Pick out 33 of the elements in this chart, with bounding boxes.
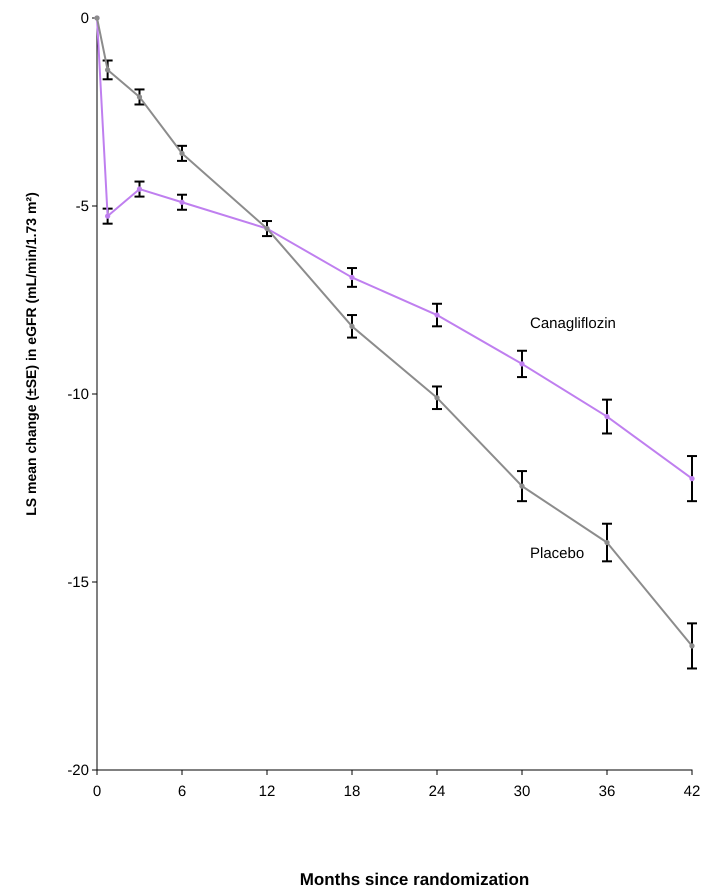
point	[349, 274, 355, 280]
y-axis-title: LS mean change (±SE) in eGFR (mL/min/1.73 m²)	[23, 192, 39, 516]
point	[136, 186, 142, 192]
point	[519, 483, 525, 489]
point	[434, 395, 440, 400]
point	[179, 200, 185, 205]
x-tick-label: 0	[92, 783, 102, 800]
y-tick-label: -10	[67, 386, 89, 403]
series-label: Placebo	[530, 545, 584, 562]
x-tick-label: 18	[344, 783, 360, 800]
point	[519, 361, 525, 367]
text: Canagliflozin	[530, 314, 616, 332]
point	[689, 476, 695, 482]
x-tick-label: 42	[684, 783, 700, 800]
point	[136, 94, 142, 100]
x-tick-label: 36	[598, 783, 616, 800]
x-tick-label: 6	[178, 783, 186, 800]
y-tick-label: -15	[67, 574, 89, 591]
x-tick-label: 24	[428, 783, 446, 800]
x-tick-label: 12	[258, 783, 276, 800]
y-tick-label: 0	[80, 10, 89, 27]
point	[349, 324, 355, 329]
x-axis-title: Months since randomization	[300, 870, 530, 889]
point	[104, 67, 110, 73]
point	[689, 643, 695, 649]
point	[104, 214, 110, 219]
point	[604, 414, 610, 420]
point	[434, 312, 440, 318]
point	[604, 540, 610, 546]
y-tick-label: -20	[67, 762, 89, 779]
point	[179, 150, 185, 156]
x-tick-label: 30	[514, 783, 530, 800]
y-tick-label: -5	[76, 198, 89, 215]
